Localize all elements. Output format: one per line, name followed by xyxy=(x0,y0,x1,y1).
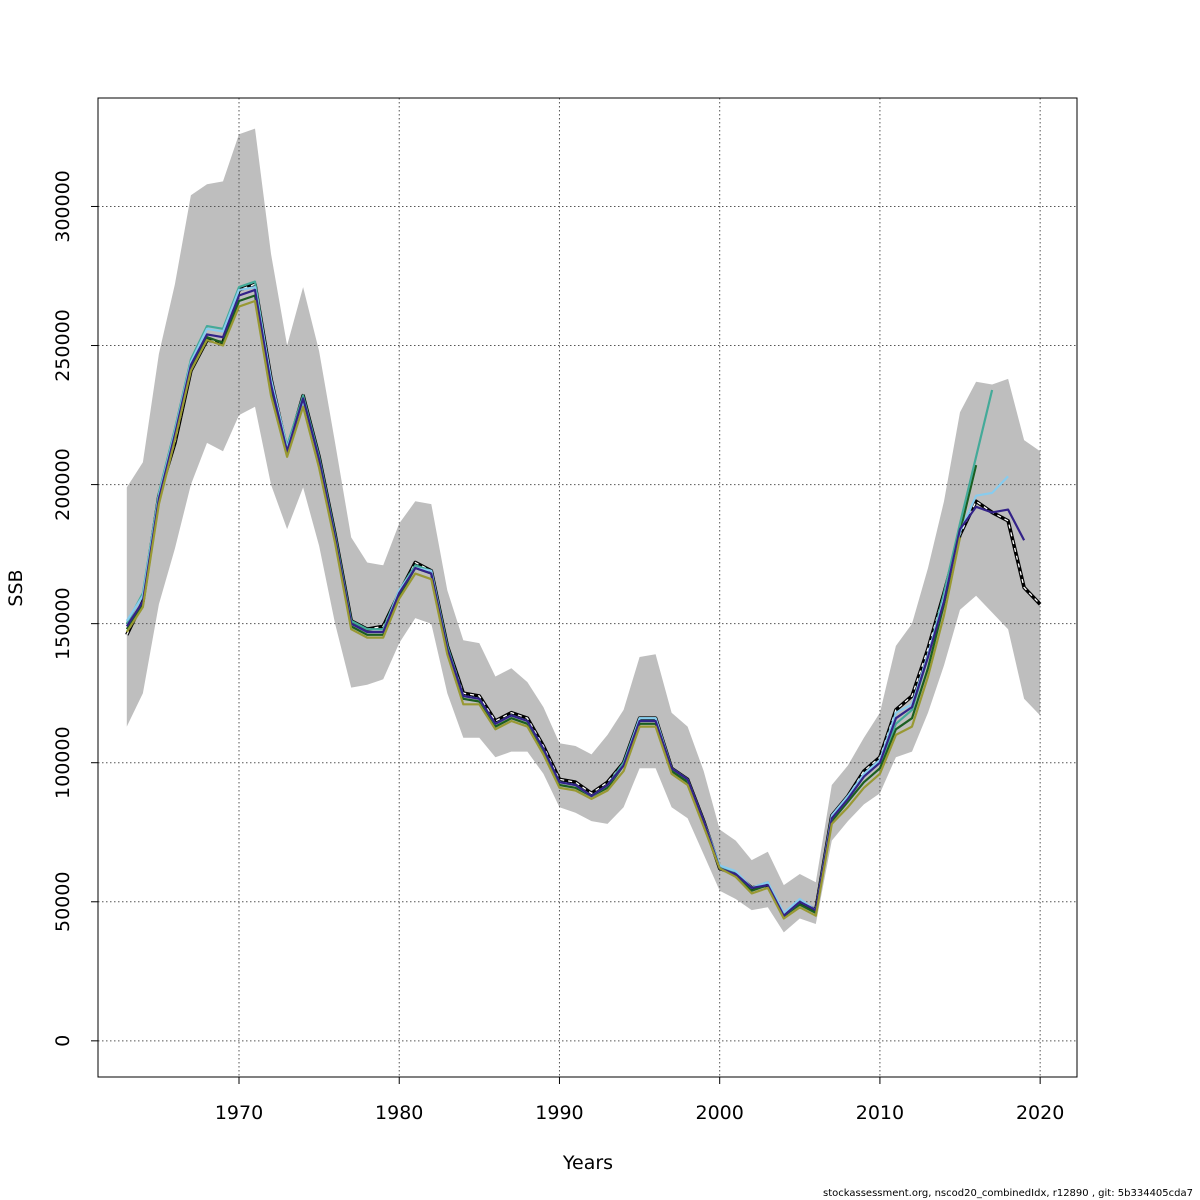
plot-frame xyxy=(97,97,1078,1078)
series-layer xyxy=(125,280,1042,920)
y-tick-label: 50000 xyxy=(52,872,74,932)
y-tick-label: 150000 xyxy=(52,587,74,660)
series-line-4 xyxy=(125,288,1026,917)
y-axis-title: SSB xyxy=(5,569,27,606)
y-tick-label: 300000 xyxy=(52,170,74,243)
series-line-5 xyxy=(125,299,962,920)
y-tick-label: 0 xyxy=(52,1035,74,1047)
x-tick-label: 2000 xyxy=(696,1102,744,1124)
x-tick-label: 2010 xyxy=(856,1102,904,1124)
y-tick-label: 200000 xyxy=(52,448,74,521)
x-tick-label: 1980 xyxy=(375,1102,423,1124)
grid-layer xyxy=(98,98,1077,1077)
x-tick-label: 2020 xyxy=(1016,1102,1064,1124)
axis-layer: 1970 1980 1990 2000 2010 2020 0 50000 100000 1500… xyxy=(52,170,1064,1124)
x-tick-label: 1970 xyxy=(215,1102,263,1124)
y-tick-label: 100000 xyxy=(52,726,74,799)
y-tick-label: 250000 xyxy=(52,309,74,382)
footer-credit: stockassessment.org, nscod20_combinedIdx… xyxy=(823,1188,1193,1199)
confidence-band xyxy=(126,128,1041,933)
confidence-band-layer xyxy=(126,128,1041,933)
x-axis-title: Years xyxy=(562,1152,613,1174)
x-tick-label: 1990 xyxy=(535,1102,583,1124)
